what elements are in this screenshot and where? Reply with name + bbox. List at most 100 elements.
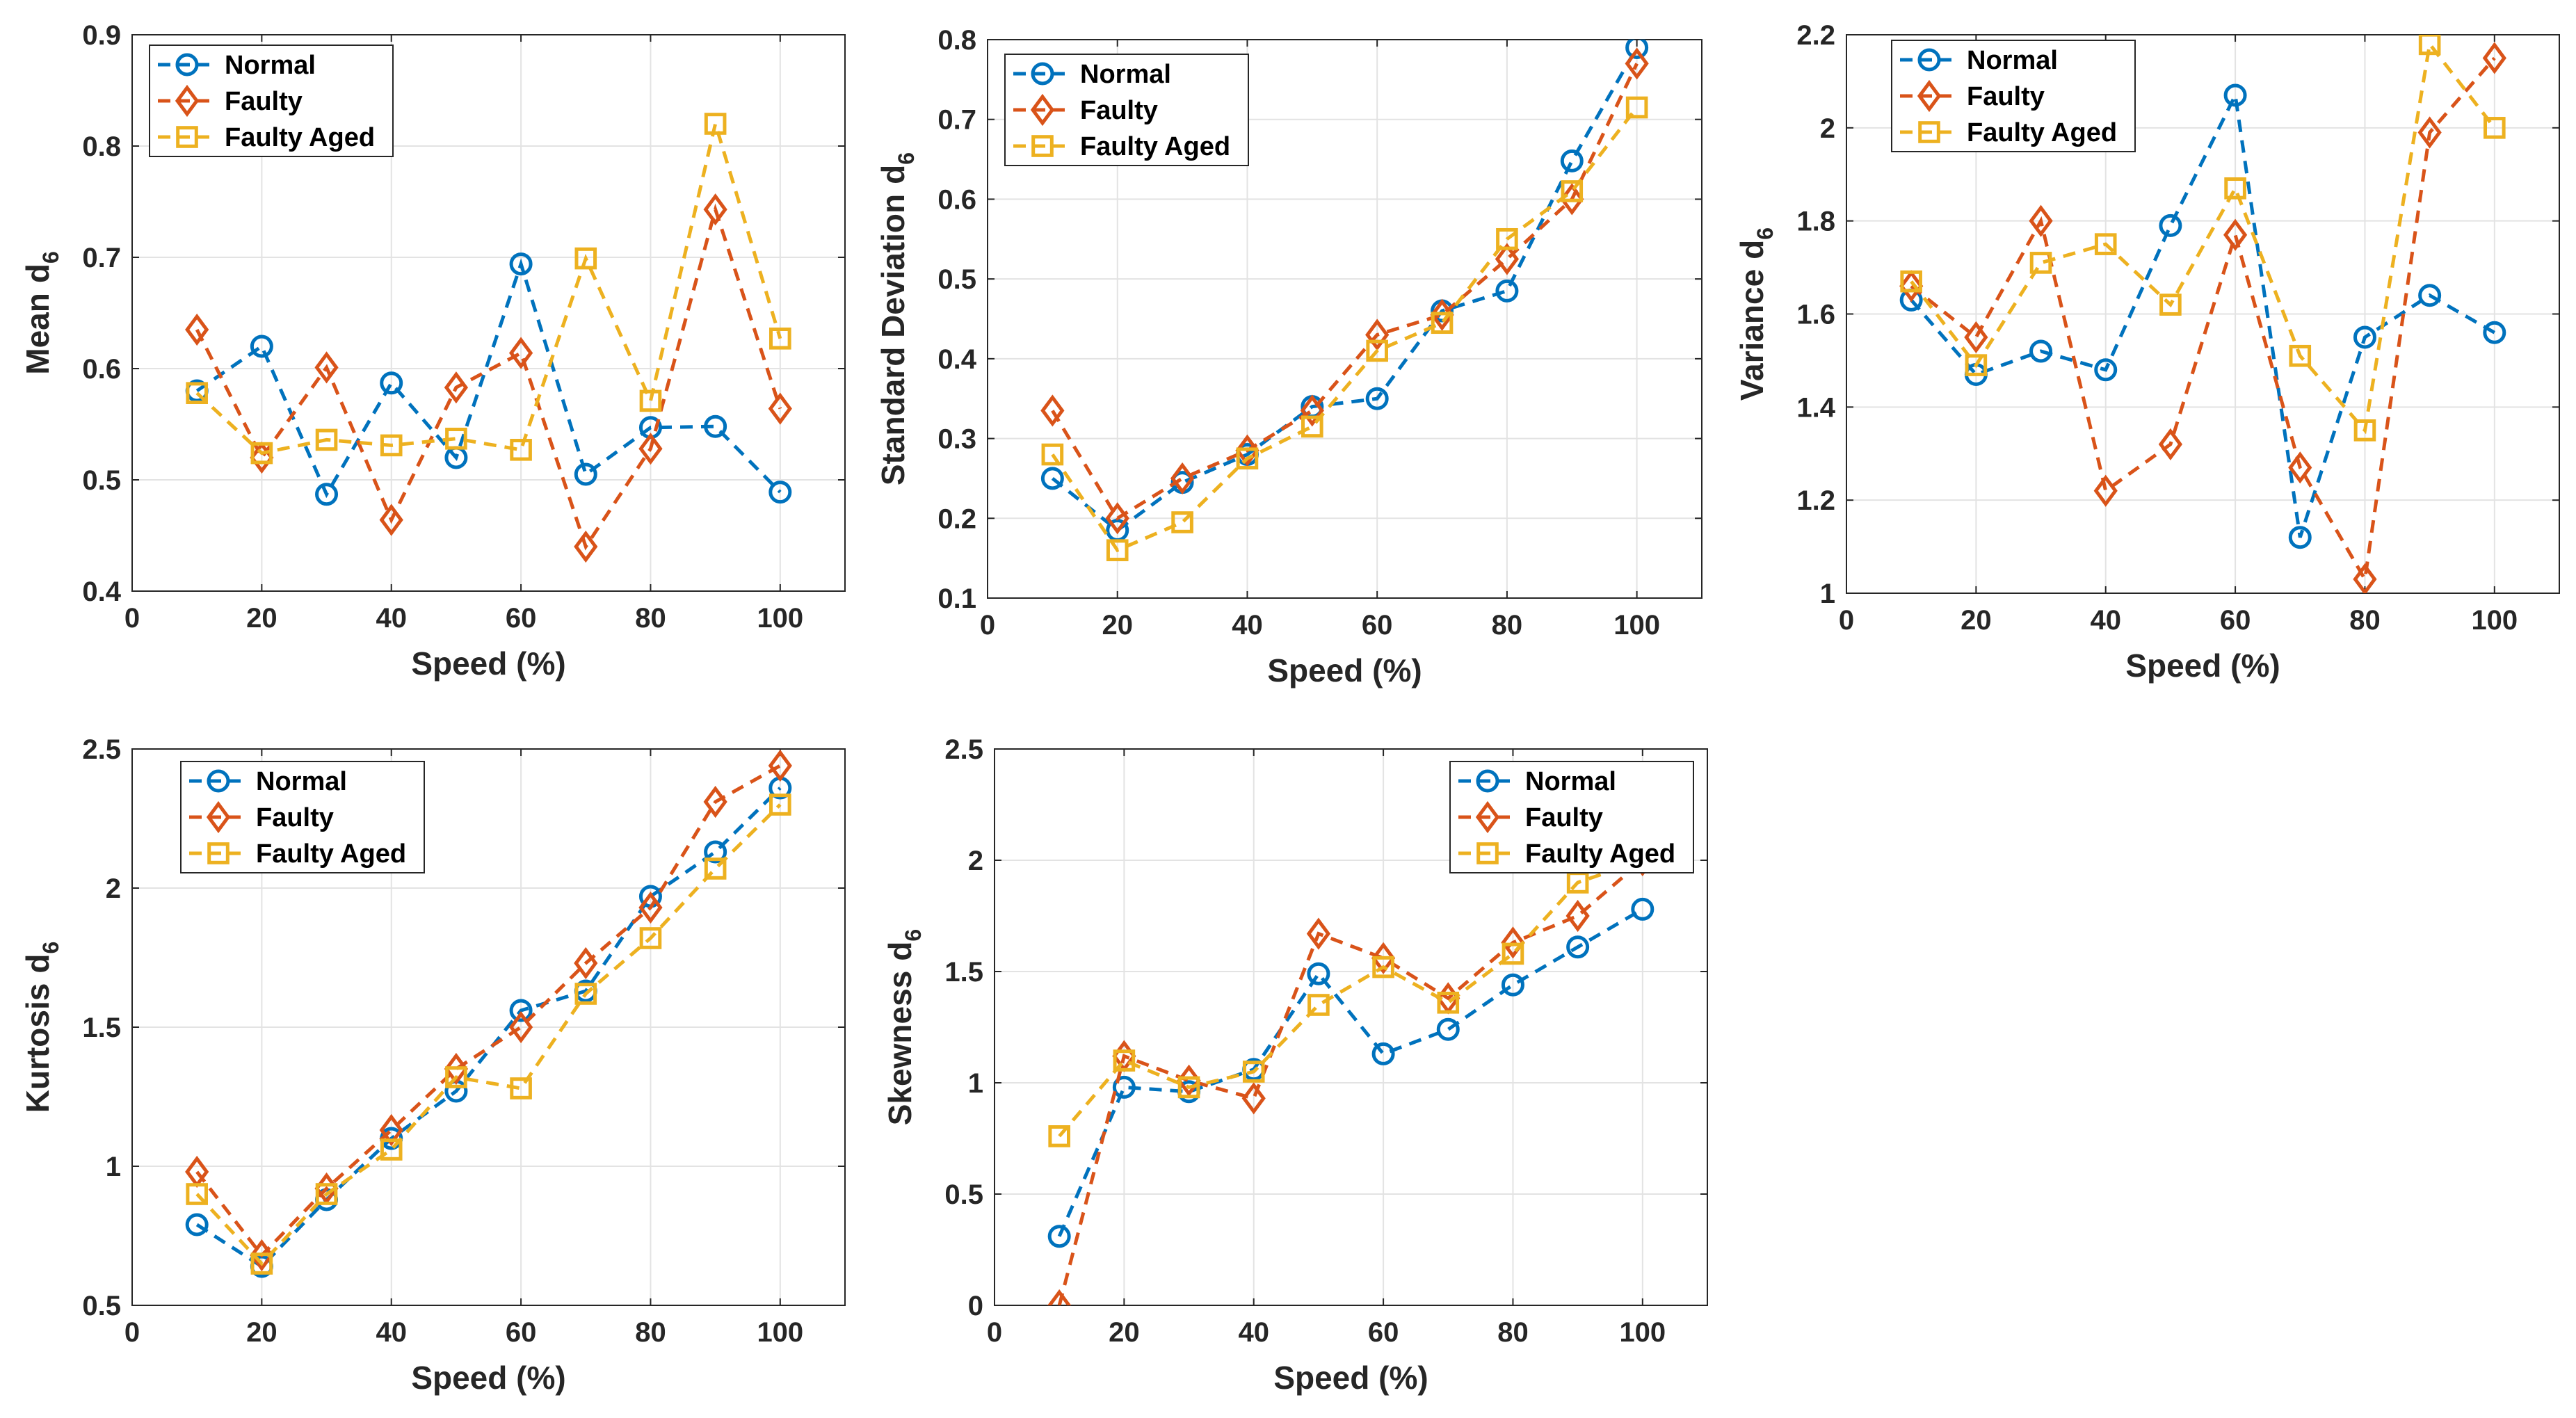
- series-faulty-aged: [186, 793, 791, 1275]
- data-point: [1625, 40, 1649, 59]
- data-point: [2224, 177, 2246, 200]
- data-point: [1041, 443, 1064, 466]
- data-point: [2029, 339, 2053, 363]
- data-point: [1430, 298, 1454, 331]
- series-faulty-aged: [1048, 849, 1654, 1147]
- data-point: [1106, 539, 1129, 561]
- x-tick-label: 0: [980, 610, 995, 640]
- data-point: [704, 414, 727, 438]
- series-normal: [185, 252, 792, 506]
- x-tick-label: 0: [987, 1317, 1002, 1348]
- y-axis-label-main: Mean: [19, 293, 56, 375]
- data-point: [1365, 319, 1390, 351]
- data-point: [639, 927, 662, 949]
- legend-label: Faulty Aged: [1525, 839, 1675, 869]
- x-tick-label: 20: [1102, 610, 1133, 640]
- data-point: [380, 371, 403, 395]
- data-point: [768, 481, 792, 504]
- x-tick-label: 0: [124, 1317, 140, 1348]
- data-point: [315, 428, 338, 451]
- data-point: [250, 442, 273, 465]
- data-point: [1301, 415, 1323, 438]
- y-tick-label: 2.5: [944, 734, 983, 765]
- x-tick-label: 100: [2471, 605, 2518, 636]
- data-point: [2158, 428, 2183, 460]
- legend-label: Faulty: [225, 87, 303, 116]
- legend: Normal Faulty Faulty Aged: [1004, 54, 1249, 166]
- data-point: [1112, 1075, 1136, 1099]
- diamond-icon: [1475, 800, 1500, 834]
- series-line: [195, 803, 782, 1266]
- legend-box: [1891, 40, 2136, 152]
- series-faulty-aged: [1041, 96, 1648, 561]
- legend-item: Faulty Aged: [1458, 839, 1675, 869]
- legend-item: Faulty: [1458, 800, 1603, 834]
- y-tick-label: 1.5: [944, 957, 983, 988]
- legend-label: Faulty: [1080, 96, 1158, 125]
- data-point: [2159, 213, 2182, 237]
- data-point: [2289, 344, 2312, 367]
- y-tick-label: 0.8: [937, 25, 976, 56]
- data-point: [2159, 293, 2182, 316]
- data-point: [250, 335, 273, 358]
- x-tick-label: 100: [1613, 610, 1660, 640]
- x-tick-label: 100: [757, 1317, 803, 1348]
- y-tick-label: 1.8: [1796, 207, 1835, 237]
- data-point: [2353, 419, 2376, 442]
- y-tick-label: 0.2: [937, 503, 976, 534]
- x-tick-label: 60: [506, 603, 537, 634]
- x-tick-label: 40: [376, 1317, 407, 1348]
- legend-label: Faulty Aged: [256, 839, 406, 869]
- data-point: [1366, 339, 1388, 362]
- data-point: [508, 1010, 533, 1044]
- data-point: [1900, 270, 1922, 293]
- data-point: [379, 503, 403, 536]
- data-point: [1047, 1225, 1071, 1248]
- legend-label: Faulty: [1967, 82, 2045, 111]
- x-tick-label: 60: [1362, 610, 1393, 640]
- y-tick-label: 2: [968, 846, 983, 876]
- legend-item: Faulty Aged: [158, 123, 375, 152]
- legend-item: Normal: [189, 767, 347, 796]
- legend-item: Faulty: [158, 84, 303, 118]
- legend-item: Normal: [158, 51, 316, 80]
- data-point: [250, 1239, 274, 1272]
- data-point: [769, 328, 791, 350]
- data-point: [2418, 35, 2441, 56]
- data-point: [1501, 926, 1525, 959]
- data-point: [574, 247, 597, 270]
- y-axis-label-subscript: 6: [901, 929, 926, 942]
- data-point: [1560, 149, 1584, 172]
- legend: Normal Faulty Faulty Aged: [1449, 761, 1694, 873]
- data-point: [704, 857, 727, 880]
- data-point: [2288, 451, 2312, 484]
- y-tick-label: 1: [106, 1152, 121, 1182]
- data-point: [2484, 117, 2506, 139]
- legend: Normal Faulty Faulty Aged: [149, 45, 394, 157]
- series-line: [1051, 47, 1639, 533]
- legend-item: Faulty: [1013, 93, 1158, 127]
- x-tick-label: 20: [246, 603, 277, 634]
- y-tick-label: 1: [1820, 579, 1835, 609]
- legend-item: Normal: [1900, 46, 2058, 75]
- chart-panel-1: 0 20 40 60 80 100 0.4 0.5 0.6 0.7 0.8 0.9 Speed (%) M…: [19, 20, 846, 682]
- series-faulty: [185, 193, 792, 563]
- data-point: [768, 749, 792, 782]
- x-axis-label: Speed (%): [1273, 1360, 1428, 1396]
- data-point: [2483, 321, 2506, 344]
- data-point: [1307, 994, 1330, 1016]
- data-point: [250, 1252, 273, 1275]
- axes-box: [987, 39, 1702, 599]
- data-point: [1625, 96, 1648, 119]
- data-point: [704, 113, 727, 135]
- y-axis-label-main: Skewness: [882, 971, 918, 1125]
- diamond-icon: [175, 84, 200, 118]
- y-axis-label-symbol: d: [875, 165, 911, 184]
- data-point: [1502, 942, 1524, 965]
- y-tick-label: 0.6: [937, 184, 976, 215]
- square-icon: [207, 842, 230, 864]
- data-point: [1495, 279, 1519, 303]
- data-point: [1306, 917, 1331, 950]
- y-axis-label-main: Variance: [1734, 269, 1770, 401]
